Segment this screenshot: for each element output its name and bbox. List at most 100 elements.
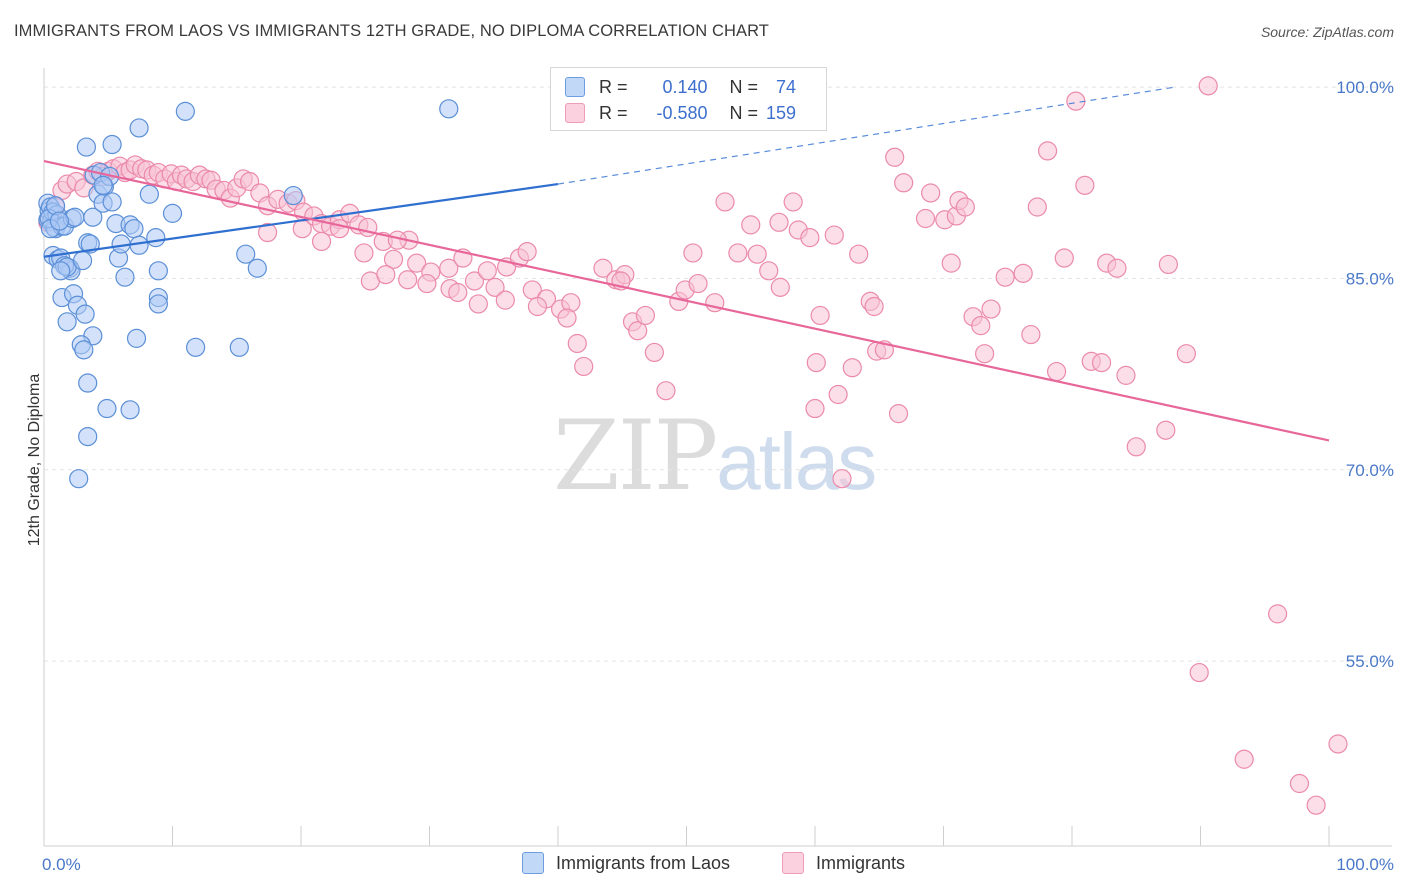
data-point xyxy=(129,118,149,138)
data-point xyxy=(741,215,761,235)
legend-swatch-blue xyxy=(565,77,585,97)
data-point xyxy=(715,192,735,212)
data-point xyxy=(69,469,89,489)
data-point xyxy=(186,337,206,357)
data-point xyxy=(557,308,577,328)
data-point xyxy=(864,296,884,317)
tick-labels: 100.0% 85.0% 70.0% 55.0% 0.0% 100.0% xyxy=(42,78,1394,874)
data-point xyxy=(376,265,396,285)
y-tick-label: 70.0% xyxy=(1346,461,1394,480)
data-point xyxy=(407,253,427,273)
data-point xyxy=(981,299,1001,319)
data-point xyxy=(72,250,93,271)
data-point xyxy=(828,384,848,405)
data-point xyxy=(747,244,767,264)
data-point xyxy=(806,353,826,373)
data-point xyxy=(102,134,122,155)
legend-r-label: R = xyxy=(599,76,628,97)
data-point xyxy=(517,242,537,262)
data-point xyxy=(74,340,94,360)
data-point xyxy=(805,398,825,419)
data-point xyxy=(292,219,312,239)
data-point xyxy=(93,175,113,195)
data-point xyxy=(955,197,975,217)
bottom-legend-swatch-blue xyxy=(522,852,544,874)
data-point xyxy=(728,243,748,263)
data-point xyxy=(1126,437,1146,457)
data-point xyxy=(1107,258,1127,278)
data-point xyxy=(283,185,303,206)
data-point xyxy=(971,316,991,336)
data-point xyxy=(683,243,703,263)
data-point xyxy=(842,358,862,378)
legend-n-value: 74 xyxy=(776,76,797,97)
y-tick-label: 55.0% xyxy=(1346,652,1394,671)
data-point xyxy=(1234,749,1254,769)
data-point xyxy=(477,261,497,281)
trend-line-laos xyxy=(43,182,559,258)
legend-row-laos: R = 0.140 N = 74 xyxy=(565,74,796,100)
data-point xyxy=(257,222,278,243)
data-point xyxy=(139,184,159,204)
data-point xyxy=(770,277,790,297)
x-tick-label: 100.0% xyxy=(1336,855,1394,874)
data-point xyxy=(102,192,122,212)
data-point xyxy=(1091,353,1112,373)
data-point xyxy=(1198,76,1218,96)
legend-swatch-pink xyxy=(565,103,585,123)
data-point xyxy=(51,261,71,281)
data-point xyxy=(824,225,844,245)
data-point xyxy=(439,99,459,119)
bottom-legend-label: Immigrants xyxy=(816,852,906,873)
data-point xyxy=(485,277,505,297)
data-point xyxy=(800,228,820,248)
data-point xyxy=(78,426,98,447)
watermark: ZIPatlas xyxy=(553,400,877,512)
data-point xyxy=(635,305,655,326)
trend-line-laos-extension xyxy=(557,86,1175,185)
data-point xyxy=(329,219,350,239)
data-point xyxy=(120,400,140,420)
watermark-atlas: atlas xyxy=(716,417,877,506)
data-point xyxy=(656,381,676,401)
trend-line-immigrants xyxy=(43,160,1330,442)
data-point xyxy=(759,261,779,281)
data-point xyxy=(83,207,103,227)
data-point xyxy=(628,321,648,341)
source-credit: Source: ZipAtlas.com xyxy=(1260,24,1394,40)
data-point xyxy=(468,294,488,314)
data-point xyxy=(126,328,147,348)
bottom-legend-immigrants: Immigrants xyxy=(782,852,905,874)
y-tick-label: 85.0% xyxy=(1346,269,1394,288)
legend-r-value: 0.140 xyxy=(662,76,708,97)
data-point xyxy=(783,192,803,212)
data-point xyxy=(1046,361,1067,382)
data-point xyxy=(1176,344,1196,364)
data-point xyxy=(1116,365,1136,385)
legend-r-value: -0.580 xyxy=(656,102,708,123)
data-point xyxy=(1075,175,1095,195)
data-point xyxy=(567,333,587,354)
legend-n-label: N = xyxy=(729,76,759,97)
data-point xyxy=(1328,734,1348,754)
data-point xyxy=(448,282,468,303)
data-point xyxy=(417,273,437,294)
series-immigrants-from-laos xyxy=(38,99,459,489)
data-point xyxy=(688,273,708,294)
data-point xyxy=(921,183,941,203)
x-tick-label: 0.0% xyxy=(42,855,81,874)
data-point xyxy=(888,404,909,424)
data-point xyxy=(247,258,267,278)
data-point xyxy=(495,290,515,310)
data-point xyxy=(354,243,374,263)
chart-title: IMMIGRANTS FROM LAOS VS IMMIGRANTS 12TH … xyxy=(14,22,769,40)
bottom-legend-laos: Immigrants from Laos xyxy=(522,852,730,874)
data-point xyxy=(810,305,830,326)
trend-lines xyxy=(43,86,1330,442)
data-point xyxy=(644,342,664,363)
data-point xyxy=(1037,141,1058,161)
data-point xyxy=(175,101,195,121)
watermark-zip: ZIP xyxy=(553,400,718,512)
data-point xyxy=(97,398,117,419)
